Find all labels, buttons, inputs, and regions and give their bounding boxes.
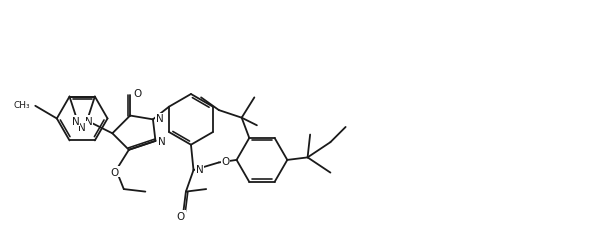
- Text: N: N: [85, 116, 93, 126]
- Text: N: N: [159, 136, 166, 146]
- Text: O: O: [221, 156, 229, 166]
- Text: CH₃: CH₃: [14, 101, 30, 110]
- Text: N: N: [156, 114, 164, 124]
- Text: N: N: [71, 116, 79, 126]
- Text: O: O: [111, 167, 119, 177]
- Text: N: N: [196, 164, 204, 174]
- Text: O: O: [177, 211, 185, 220]
- Text: N: N: [78, 122, 86, 132]
- Text: O: O: [133, 89, 142, 99]
